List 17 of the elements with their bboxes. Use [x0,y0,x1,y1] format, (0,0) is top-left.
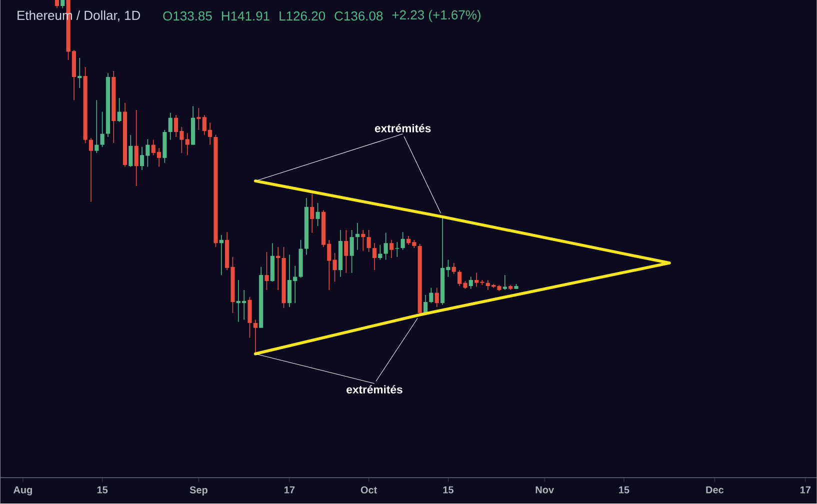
annotation: O133.85 [163,12,212,21]
x-tick-label: Sep [190,486,208,496]
x-tick-label: 17 [800,486,811,494]
annotation: C136.08 [334,12,383,21]
x-tick-label: 15 [97,486,108,494]
annotation: extrémités [346,385,402,394]
x-tick-label: 17 [284,486,295,494]
x-tick-label: Oct [360,486,378,494]
x-tick-label: Dec [706,486,724,494]
x-tick-label: Aug [13,486,32,496]
x-tick-label: 15 [619,486,630,494]
x-tick-label: 15 [443,486,454,494]
x-tick-label: Nov [536,486,554,494]
annotation: extrémités [374,124,431,132]
annotation: H141.91 [222,12,270,21]
annotation: L126.20 [280,12,326,21]
annotation: +2.23 (+1.67%) [392,10,480,22]
